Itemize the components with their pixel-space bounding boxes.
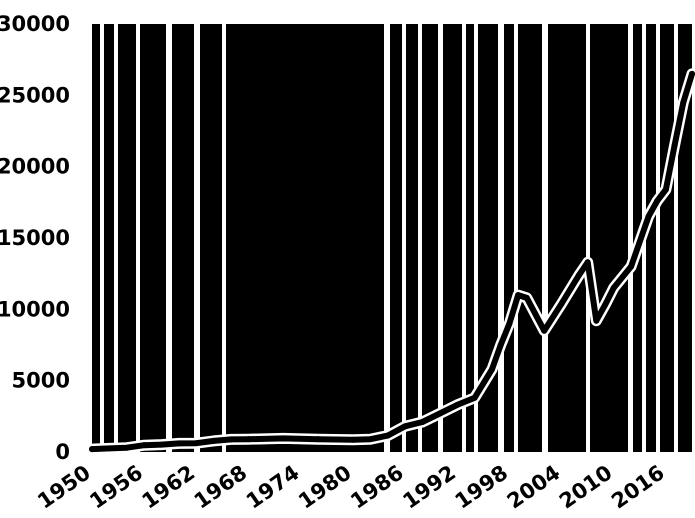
background-stripe-gap (418, 24, 422, 452)
data-point (175, 440, 182, 447)
x-tick-label: 1968 (190, 460, 252, 513)
data-point (541, 327, 548, 334)
background-stripe-gap (222, 24, 226, 452)
data-point (228, 436, 235, 443)
data-point (245, 436, 252, 443)
background-stripe-gap (402, 24, 406, 452)
data-point (141, 442, 148, 449)
background-stripe-gap (656, 24, 660, 452)
data-point (89, 446, 95, 453)
x-tick-label: 2010 (555, 460, 617, 513)
background-stripe-gap (136, 24, 140, 452)
background-stripe-gap (114, 24, 118, 452)
data-point (280, 435, 287, 442)
y-tick-label: 10000 (0, 297, 70, 321)
y-tick-label: 30000 (0, 12, 70, 36)
x-axis: 1950195619621968197419801986199219982004… (33, 460, 669, 513)
y-tick-label: 25000 (0, 83, 70, 107)
x-tick-label: 1980 (294, 460, 356, 513)
y-tick-label: 5000 (12, 369, 70, 393)
data-point (436, 410, 443, 417)
y-axis: 0 5000 10000 15000 20000 25000 30000 (0, 12, 70, 464)
data-point (106, 445, 113, 452)
plot-background (92, 24, 692, 452)
data-point (515, 292, 522, 299)
x-tick-label: 1998 (451, 460, 513, 513)
background-stripe-gap (542, 24, 548, 452)
data-point (367, 436, 374, 443)
background-stripes (92, 24, 692, 452)
data-point (497, 342, 504, 348)
data-point (419, 419, 426, 426)
data-point (210, 437, 217, 444)
data-point (349, 436, 356, 443)
data-point (558, 300, 565, 307)
x-tick-label: 1974 (242, 460, 304, 513)
x-tick-label: 2016 (607, 460, 669, 513)
data-point (602, 302, 609, 309)
data-point (402, 423, 409, 430)
background-stripe-gap (674, 24, 678, 452)
data-point (654, 197, 661, 204)
data-point (193, 440, 200, 447)
series-layer (86, 68, 695, 455)
data-point (523, 294, 530, 301)
data-point (593, 317, 600, 324)
background-stripe-gap (384, 24, 390, 452)
y-tick-label: 20000 (0, 155, 70, 179)
x-tick-label: 1962 (138, 460, 200, 513)
data-point (158, 441, 165, 448)
y-tick-label: 15000 (0, 226, 70, 250)
data-point (575, 272, 582, 279)
background-stripe-gap (628, 24, 633, 452)
data-point (506, 320, 513, 327)
background-stripe-gap (514, 24, 518, 452)
data-point (689, 70, 695, 77)
x-tick-label: 1992 (398, 460, 460, 513)
x-tick-label: 1986 (346, 460, 408, 513)
background-stripe-gap (438, 24, 443, 452)
data-point (489, 366, 495, 373)
data-point (384, 432, 391, 439)
x-tick-label: 1950 (33, 460, 95, 513)
x-tick-label: 2004 (503, 460, 565, 513)
data-point (610, 284, 617, 291)
background-stripe-gap (194, 24, 200, 452)
background-stripe-gap (100, 24, 104, 452)
data-point (680, 99, 687, 106)
x-tick-label: 1956 (85, 460, 147, 513)
data-point (454, 401, 461, 408)
data-point (628, 263, 635, 270)
data-point (671, 142, 678, 149)
data-point (584, 259, 591, 266)
background-stripe-gap (498, 24, 504, 452)
background-stripe-gap (474, 24, 478, 452)
background-stripe-gap (166, 24, 172, 452)
data-point (471, 394, 478, 401)
data-point (645, 213, 652, 220)
background-stripe-gap (462, 24, 466, 452)
data-point (315, 436, 322, 443)
y-tick-label: 0 (55, 440, 70, 464)
background-stripe-gap (586, 24, 590, 452)
data-point (123, 444, 130, 451)
data-point (662, 186, 669, 193)
